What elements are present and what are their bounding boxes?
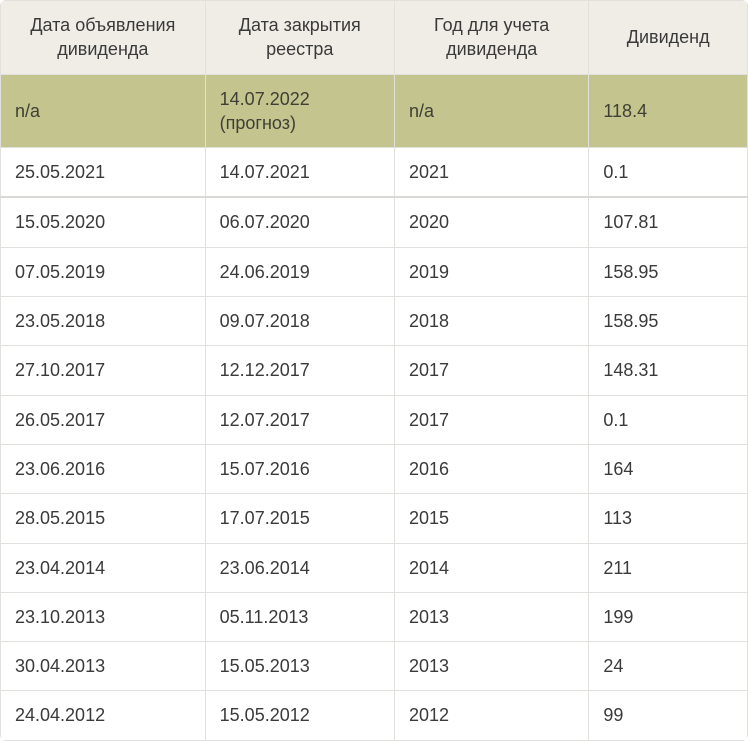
table-cell: 07.05.2019 [1, 247, 206, 296]
table-cell: 12.07.2017 [205, 395, 394, 444]
table-cell: 0.1 [589, 395, 748, 444]
table-head: Дата объявления дивиденда Дата закрытия … [1, 1, 748, 75]
table-cell: 24 [589, 642, 748, 691]
table-row: 07.05.201924.06.20192019158.95 [1, 247, 748, 296]
table-cell: 14.07.2021 [205, 148, 394, 198]
table-row: 28.05.201517.07.20152015113 [1, 494, 748, 543]
table-cell: 2018 [394, 297, 588, 346]
table-cell: 15.05.2013 [205, 642, 394, 691]
table-cell: 23.06.2014 [205, 543, 394, 592]
dividend-table-container: Дата объявления дивиденда Дата закрытия … [0, 0, 748, 741]
table-cell: 26.05.2017 [1, 395, 206, 444]
table-cell: 2017 [394, 346, 588, 395]
table-cell: 14.07.2022 (прогноз) [205, 74, 394, 148]
table-cell: 15.05.2020 [1, 197, 206, 247]
table-cell: 211 [589, 543, 748, 592]
table-cell: 12.12.2017 [205, 346, 394, 395]
table-cell: 2013 [394, 642, 588, 691]
table-cell: 158.95 [589, 297, 748, 346]
table-cell: 24.04.2012 [1, 691, 206, 740]
table-row: 23.06.201615.07.20162016164 [1, 444, 748, 493]
table-cell: 23.06.2016 [1, 444, 206, 493]
table-cell: 23.05.2018 [1, 297, 206, 346]
table-cell: 113 [589, 494, 748, 543]
table-cell: 24.06.2019 [205, 247, 394, 296]
table-cell: 2016 [394, 444, 588, 493]
table-row: 30.04.201315.05.2013201324 [1, 642, 748, 691]
table-row: 27.10.201712.12.20172017148.31 [1, 346, 748, 395]
table-cell: 27.10.2017 [1, 346, 206, 395]
table-cell: 2020 [394, 197, 588, 247]
table-cell: 2021 [394, 148, 588, 198]
col-header-dividend: Дивиденд [589, 1, 748, 75]
table-cell: 05.11.2013 [205, 592, 394, 641]
table-cell: 23.10.2013 [1, 592, 206, 641]
table-cell: 2017 [394, 395, 588, 444]
table-row: 15.05.202006.07.20202020107.81 [1, 197, 748, 247]
table-cell: 15.07.2016 [205, 444, 394, 493]
table-cell: 99 [589, 691, 748, 740]
table-row: 23.10.201305.11.20132013199 [1, 592, 748, 641]
table-cell: 2015 [394, 494, 588, 543]
table-cell: 06.07.2020 [205, 197, 394, 247]
table-cell: 09.07.2018 [205, 297, 394, 346]
table-cell: 2014 [394, 543, 588, 592]
table-row: 23.04.201423.06.20142014211 [1, 543, 748, 592]
table-body: n/a14.07.2022 (прогноз)n/a118.425.05.202… [1, 74, 748, 740]
table-cell: 30.04.2013 [1, 642, 206, 691]
table-cell: 2012 [394, 691, 588, 740]
table-cell: n/a [1, 74, 206, 148]
table-row: n/a14.07.2022 (прогноз)n/a118.4 [1, 74, 748, 148]
table-cell: 199 [589, 592, 748, 641]
col-header-declaration-date: Дата объявления дивиденда [1, 1, 206, 75]
table-cell: 15.05.2012 [205, 691, 394, 740]
table-cell: 158.95 [589, 247, 748, 296]
table-row: 26.05.201712.07.201720170.1 [1, 395, 748, 444]
table-cell: 28.05.2015 [1, 494, 206, 543]
col-header-accounting-year: Год для учета дивиденда [394, 1, 588, 75]
table-row: 24.04.201215.05.2012201299 [1, 691, 748, 740]
table-row: 25.05.202114.07.202120210.1 [1, 148, 748, 198]
table-cell: 118.4 [589, 74, 748, 148]
table-cell: 148.31 [589, 346, 748, 395]
table-cell: 164 [589, 444, 748, 493]
table-header-row: Дата объявления дивиденда Дата закрытия … [1, 1, 748, 75]
table-cell: 2019 [394, 247, 588, 296]
dividend-table: Дата объявления дивиденда Дата закрытия … [0, 0, 748, 741]
table-cell: 17.07.2015 [205, 494, 394, 543]
table-cell: 2013 [394, 592, 588, 641]
table-cell: 23.04.2014 [1, 543, 206, 592]
table-cell: n/a [394, 74, 588, 148]
table-cell: 25.05.2021 [1, 148, 206, 198]
col-header-record-date: Дата закрытия реестра [205, 1, 394, 75]
table-cell: 107.81 [589, 197, 748, 247]
table-row: 23.05.201809.07.20182018158.95 [1, 297, 748, 346]
table-cell: 0.1 [589, 148, 748, 198]
